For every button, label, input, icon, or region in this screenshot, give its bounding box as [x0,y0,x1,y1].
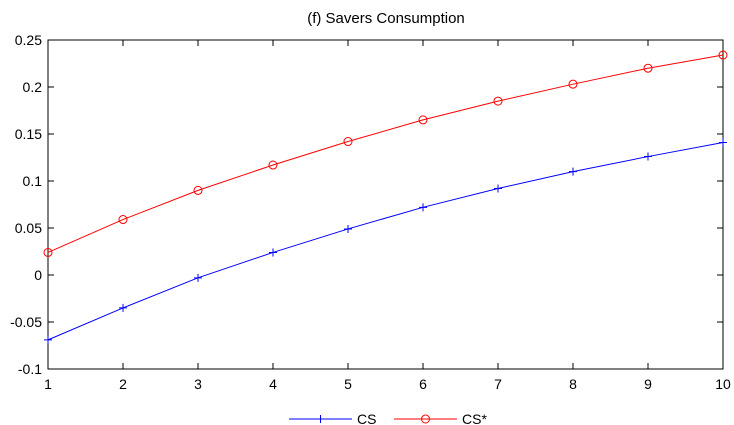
series-line [47,54,724,253]
y-tick-label: 0.2 [23,79,43,95]
chart-title: (f) Savers Consumption [307,10,465,27]
y-tick-label: -0.05 [10,314,42,330]
x-tick-label: 9 [644,376,652,392]
y-tick-label: 0.05 [15,220,42,236]
data-point-plus [419,203,427,212]
y-tick-label: 0.25 [15,32,42,48]
data-point-plus [569,167,577,176]
x-tick-label: 7 [494,376,502,392]
data-point-plus [344,224,352,233]
plot-frame [47,39,724,370]
y-tick-label: -0.1 [18,361,42,377]
data-point-circle [421,414,430,424]
data-point-circle [43,247,53,257]
x-tick-label: 10 [715,376,731,392]
data-point-circle [718,50,728,60]
data-point-circle [643,63,653,73]
x-tick-label: 6 [419,376,427,392]
x-tick-label: 8 [569,376,577,392]
legend: CS CS* [289,411,487,425]
data-point-circle [568,79,578,89]
series-layer [43,50,728,344]
y-tick-label: 0 [34,267,42,283]
y-tick-label: 0.1 [23,173,43,189]
data-point-circle [268,160,278,170]
legend-item-cs-star: CS* [394,411,487,425]
data-point-circle [343,137,353,147]
data-point-plus [119,303,127,312]
legend-item-cs: CS [289,411,376,425]
data-point-circle [418,115,428,125]
series-cs [44,138,727,344]
data-point-plus [644,152,652,161]
plot-axes: 1 2 3 4 5 6 7 8 9 10 -0.1 -0.05 0 0.05 0.1 0.15 0.2 0.25 [10,32,731,392]
x-tick-label: 1 [44,376,52,392]
legend-label: CS* [462,411,487,425]
data-point-plus [44,335,52,344]
x-tick-label: 3 [194,376,202,392]
y-tick-label: 0.15 [15,126,42,142]
x-tick-label: 4 [269,376,277,392]
data-point-plus [719,138,727,147]
legend-label: CS [357,411,376,425]
x-tick-label: 2 [119,376,127,392]
x-tick-label: 5 [344,376,352,392]
data-point-circle [193,185,203,195]
series-line [47,141,724,341]
series-cs-star [43,50,728,257]
data-point-plus [194,273,202,282]
data-point-plus [269,248,277,257]
data-point-plus [494,184,502,193]
data-point-circle [118,215,128,225]
data-point-plus [316,415,325,423]
data-point-circle [493,96,503,106]
